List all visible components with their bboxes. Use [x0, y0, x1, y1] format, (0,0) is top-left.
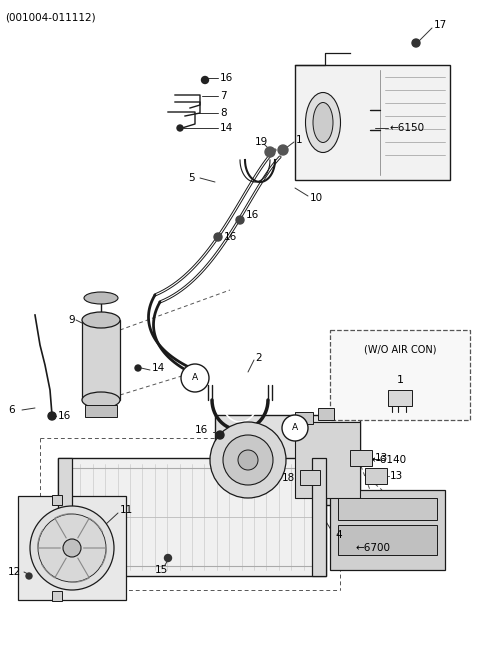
Bar	[82, 320, 120, 400]
Circle shape	[265, 147, 275, 157]
Bar	[58, 458, 326, 576]
Text: 2: 2	[255, 353, 262, 363]
Bar	[365, 468, 387, 484]
Text: 16: 16	[195, 425, 208, 435]
Text: 7: 7	[220, 91, 227, 101]
Circle shape	[412, 39, 420, 47]
Text: A: A	[292, 424, 298, 432]
Bar	[58, 458, 72, 576]
Bar	[318, 408, 334, 420]
Circle shape	[38, 514, 106, 582]
Text: 16: 16	[58, 411, 71, 421]
Text: ←6140: ←6140	[372, 455, 407, 465]
Circle shape	[236, 216, 244, 224]
Circle shape	[48, 412, 56, 420]
Text: 14: 14	[152, 363, 165, 373]
Text: 1: 1	[296, 135, 302, 145]
Bar	[52, 495, 62, 505]
Circle shape	[26, 573, 32, 579]
Bar	[338, 525, 437, 555]
Circle shape	[238, 450, 258, 470]
Ellipse shape	[82, 312, 120, 328]
Circle shape	[202, 77, 208, 83]
Bar	[295, 412, 313, 424]
Ellipse shape	[84, 292, 118, 304]
Bar	[85, 405, 117, 417]
Text: 16: 16	[220, 73, 233, 83]
Text: 10: 10	[310, 193, 323, 203]
Bar	[300, 470, 320, 485]
Text: 16: 16	[246, 210, 259, 220]
Bar	[295, 65, 450, 180]
Text: 4: 4	[335, 530, 342, 540]
Circle shape	[216, 431, 224, 439]
FancyBboxPatch shape	[330, 330, 470, 420]
Text: ←6150: ←6150	[390, 123, 425, 133]
Text: ←6700: ←6700	[355, 543, 390, 553]
Bar	[338, 498, 437, 520]
Text: 14: 14	[220, 123, 233, 133]
Circle shape	[282, 415, 308, 441]
Circle shape	[278, 145, 288, 155]
Text: 18: 18	[282, 473, 295, 483]
Text: A: A	[192, 373, 198, 382]
Circle shape	[210, 422, 286, 498]
Bar	[312, 458, 326, 576]
Ellipse shape	[82, 392, 120, 408]
Circle shape	[223, 435, 273, 485]
Circle shape	[181, 364, 209, 392]
Text: 5: 5	[188, 173, 194, 183]
Text: (W/O AIR CON): (W/O AIR CON)	[364, 345, 436, 355]
Text: 19: 19	[255, 137, 268, 147]
Bar	[215, 415, 360, 505]
Circle shape	[30, 506, 114, 590]
Bar	[18, 496, 126, 600]
Text: 9: 9	[68, 315, 74, 325]
Bar	[330, 490, 445, 570]
Circle shape	[177, 125, 183, 131]
Text: 13: 13	[375, 453, 388, 463]
Bar	[350, 450, 372, 466]
Circle shape	[63, 539, 81, 557]
Text: 15: 15	[155, 565, 168, 575]
Circle shape	[135, 365, 141, 371]
Ellipse shape	[313, 102, 333, 142]
Ellipse shape	[305, 92, 340, 152]
Text: 12: 12	[8, 567, 21, 577]
Bar	[295, 422, 360, 498]
Text: 16: 16	[224, 232, 237, 242]
Text: 17: 17	[434, 20, 447, 30]
Text: (001004-011112): (001004-011112)	[5, 13, 96, 23]
Text: 13: 13	[390, 471, 403, 481]
Bar	[52, 591, 62, 601]
Text: 11: 11	[120, 505, 133, 515]
Text: 8: 8	[220, 108, 227, 118]
Text: 1: 1	[396, 375, 404, 385]
Circle shape	[214, 233, 222, 241]
Circle shape	[165, 554, 171, 562]
Text: 6: 6	[8, 405, 14, 415]
Bar	[388, 390, 412, 406]
